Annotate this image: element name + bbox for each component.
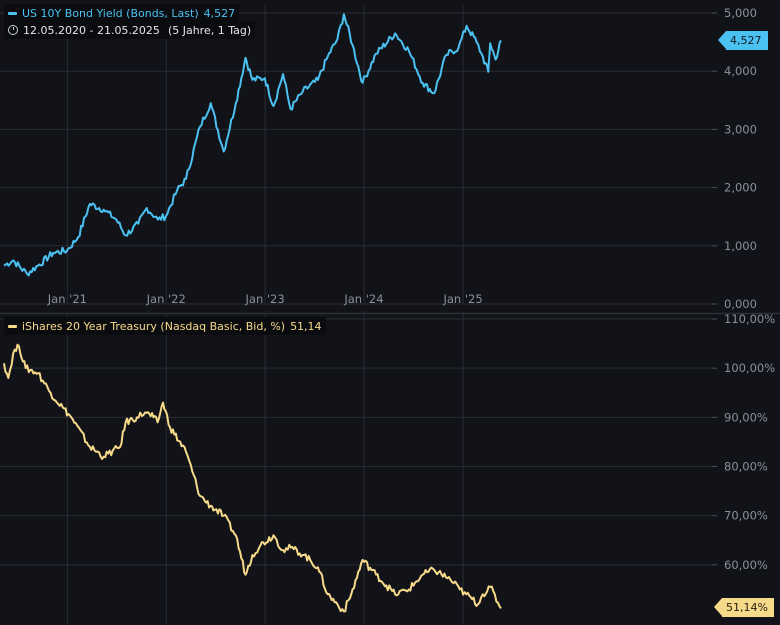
bottom-legend-title: iShares 20 Year Treasury (Nasdaq Basic, …: [22, 319, 286, 333]
treasury-series-line: [3, 343, 502, 613]
yield-last-value: 4,527: [730, 34, 762, 47]
x-tick-label: Jan '25: [442, 292, 482, 306]
treasury-y-tick-label: 90,00%: [724, 410, 768, 424]
treasury-y-tick-label: 100,00%: [724, 361, 775, 375]
bottom-legend-value: 51,14: [290, 319, 322, 333]
treasury-last-value-badge: 51,14%: [714, 598, 774, 617]
x-tick-label: Jan '23: [245, 292, 285, 306]
yield-swatch-icon: [8, 11, 17, 15]
yield-series-line: [3, 13, 502, 277]
yield-y-tick-label: 4,000: [724, 64, 757, 78]
bottom-legend: iShares 20 Year Treasury (Nasdaq Basic, …: [4, 317, 326, 335]
treasury-y-tick-label: 80,00%: [724, 460, 768, 474]
yield-y-tick-label: 2,000: [724, 181, 757, 195]
date-range-legend: 12.05.2020 - 21.05.2025 (5 Jahre, 1 Tag): [4, 21, 256, 39]
x-tick-label: Jan '21: [47, 292, 87, 306]
period-label: (5 Jahre, 1 Tag): [167, 23, 252, 37]
clock-icon: [8, 25, 18, 35]
yield-last-value-badge: 4,527: [718, 31, 768, 50]
top-legend-value: 4,527: [203, 6, 236, 20]
yield-y-tick-label: 5,000: [724, 6, 757, 20]
treasury-y-tick-label: 60,00%: [724, 558, 768, 572]
yield-y-tick-label: 1,000: [724, 239, 757, 253]
treasury-last-value: 51,14%: [726, 601, 768, 614]
x-tick-label: Jan '24: [343, 292, 383, 306]
x-tick-label: Jan '22: [146, 292, 186, 306]
yield-y-tick-label: 3,000: [724, 122, 757, 136]
treasury-y-tick-label: 70,00%: [724, 509, 768, 523]
top-legend: US 10Y Bond Yield (Bonds, Last) 4,527: [4, 4, 240, 22]
top-legend-title: US 10Y Bond Yield (Bonds, Last): [22, 6, 199, 20]
yield-y-tick-label: 0,000: [724, 297, 757, 311]
date-range: 12.05.2020 - 21.05.2025: [23, 23, 160, 37]
treasury-swatch-icon: [8, 324, 17, 328]
treasury-y-tick-label: 110,00%: [724, 312, 775, 326]
